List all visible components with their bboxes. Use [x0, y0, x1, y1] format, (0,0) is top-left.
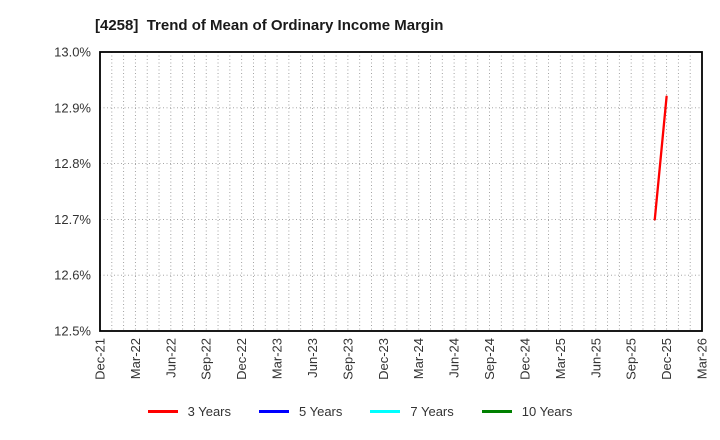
x-axis-tick-label: Mar-24	[411, 338, 426, 379]
x-axis-tick-label: Sep-23	[340, 338, 355, 380]
series-line-3-years	[653, 95, 668, 221]
y-axis-tick-label: 12.6%	[54, 268, 91, 283]
y-axis-tick-label: 12.7%	[54, 212, 91, 227]
x-axis-tick-label: Jun-24	[447, 338, 462, 378]
chart-title: [4258] Trend of Mean of Ordinary Income …	[95, 17, 444, 34]
x-axis-tick-label: Mar-25	[553, 338, 568, 379]
x-axis-tick-label: Sep-25	[624, 338, 639, 380]
plot-border	[99, 51, 703, 332]
x-axis-tick-label: Dec-21	[93, 338, 108, 380]
legend-label: 10 Years	[521, 404, 573, 419]
x-axis-tick-label: Jun-25	[588, 338, 603, 378]
x-axis-tick-label: Dec-25	[659, 338, 674, 380]
x-axis-tick-label: Jun-22	[163, 338, 178, 378]
x-axis-tick-label: Dec-24	[517, 338, 532, 380]
x-axis-tick-label: Dec-22	[234, 338, 249, 380]
legend-label: 7 Years	[410, 404, 454, 419]
x-axis-tick-label: Sep-24	[482, 338, 497, 380]
legend-label: 3 Years	[187, 404, 231, 419]
y-axis-tick-label: 12.9%	[54, 100, 91, 115]
legend: 3 Years 5 Years 7 Years 10 Years	[0, 404, 720, 419]
x-axis-tick-label: Dec-23	[376, 338, 391, 380]
x-axis-tick-label: Mar-23	[270, 338, 285, 379]
legend-line-swatch	[147, 410, 178, 413]
y-axis-tick-label: 12.5%	[54, 324, 91, 339]
y-axis-tick-label: 12.8%	[54, 156, 91, 171]
legend-item-10-years: 10 Years	[481, 404, 573, 419]
legend-item-7-years: 7 Years	[370, 404, 454, 419]
x-axis-tick-label: Mar-26	[695, 338, 710, 379]
x-axis-tick-label: Jun-23	[305, 338, 320, 378]
legend-line-swatch	[481, 410, 512, 413]
legend-label: 5 Years	[299, 404, 343, 419]
legend-item-5-years: 5 Years	[259, 404, 342, 419]
legend-line-swatch	[370, 410, 401, 413]
x-axis-tick-label: Sep-22	[199, 338, 214, 380]
y-axis-tick-label: 13.0%	[54, 45, 91, 60]
legend-item-3-years: 3 Years	[147, 404, 231, 419]
legend-line-swatch	[259, 410, 289, 413]
x-axis-tick-label: Mar-22	[128, 338, 143, 379]
